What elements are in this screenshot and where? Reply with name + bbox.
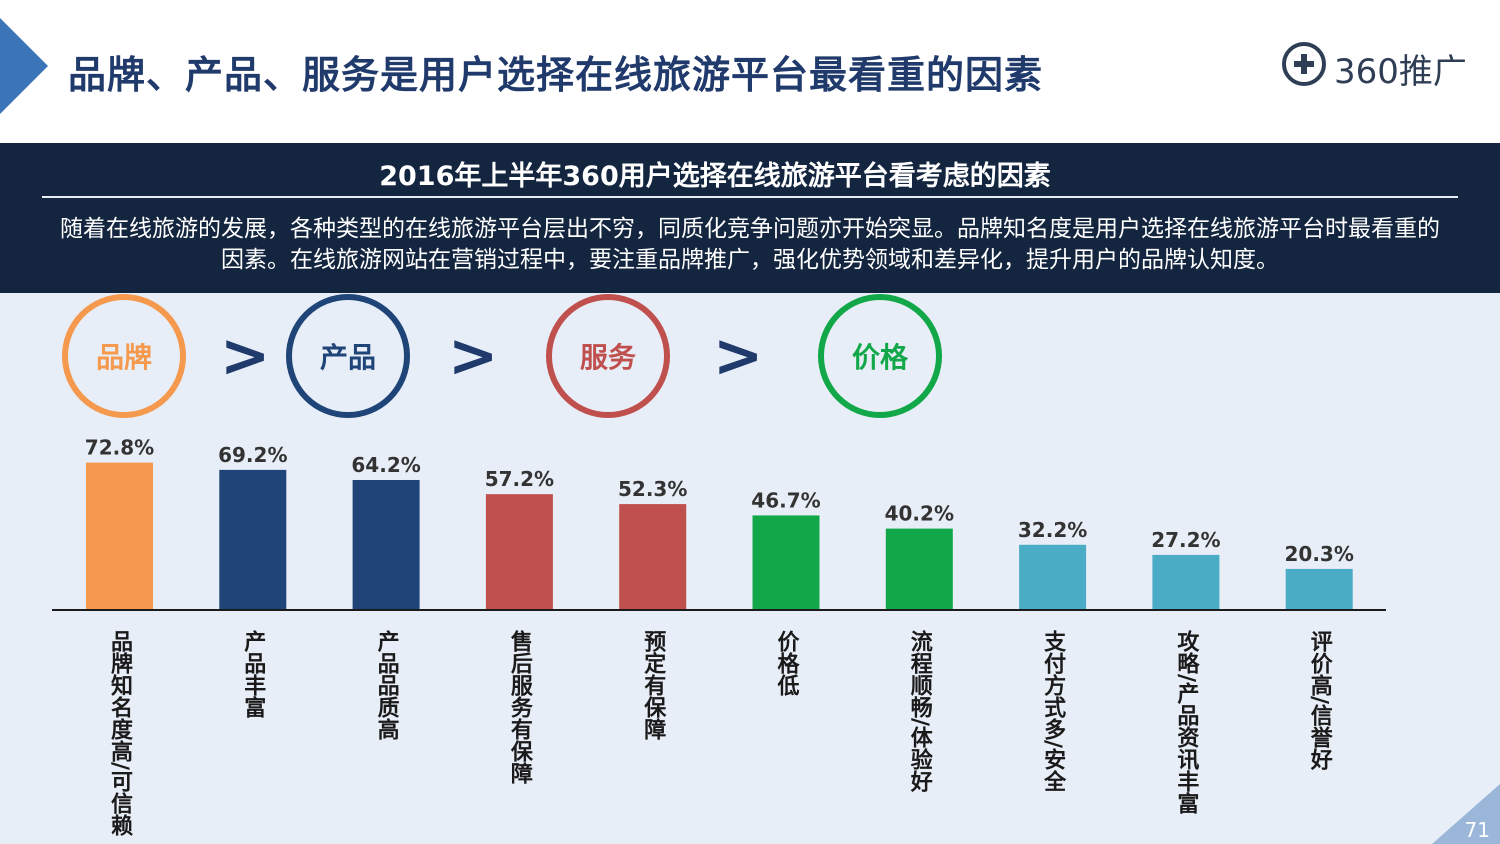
bar-chart: 72.8% 69.2% 64.2% 57.2% 52.3% 46.7% 40.2% 32.2%… (52, 436, 1386, 837)
description-text: 随着在线旅游的发展，各种类型的在线旅游平台层出不穷，同质化竞争问题亦开始突显。品… (60, 216, 1440, 273)
ranking-circle-brand: 品牌 (62, 294, 186, 418)
category-label: 预定有保障 (640, 630, 667, 740)
data-label: 64.2% (351, 453, 420, 477)
data-label: 27.2% (1151, 528, 1220, 552)
greater-than-icon: > (713, 321, 764, 391)
data-label: 20.3% (1285, 542, 1354, 566)
ranking-label: 服务 (579, 341, 636, 374)
bar (1152, 554, 1220, 610)
ranking-label: 产品 (319, 341, 376, 374)
data-label: 40.2% (885, 502, 954, 526)
bar (1019, 544, 1087, 610)
corner-triangle-decoration (0, 18, 48, 114)
ranking-circle-product: 产品 (286, 294, 410, 418)
category-label: 支付方式多/安全 (1040, 630, 1067, 792)
ranking-circle-service: 服务 (546, 294, 670, 418)
greater-than-icon: > (448, 321, 499, 391)
data-label: 72.8% (85, 436, 154, 460)
category-label: 产品丰富 (240, 630, 266, 719)
category-label: 攻略/产品资讯丰富 (1173, 629, 1199, 815)
data-label: 69.2% (218, 443, 287, 467)
category-label: 售后服务有保障 (507, 629, 534, 784)
page-corner-decoration (1432, 784, 1500, 844)
summary-band (0, 143, 1500, 293)
logo-text: 360推广 (1334, 52, 1467, 92)
category-label: 流程顺畅/体验好 (907, 629, 934, 793)
bar (619, 504, 687, 610)
data-label: 46.7% (751, 488, 820, 512)
data-label: 52.3% (618, 477, 687, 501)
category-label: 品牌知名度高/可信赖 (107, 630, 133, 837)
ranking-label: 品牌 (95, 341, 152, 374)
data-label: 32.2% (1018, 518, 1087, 542)
page-number: 71 (1464, 818, 1490, 842)
data-label: 57.2% (485, 467, 554, 491)
category-label: 评价高/信誉好 (1307, 630, 1334, 771)
category-label: 产品品质高 (374, 630, 400, 740)
plus-circle-icon (1282, 42, 1326, 86)
bar (352, 479, 420, 610)
greater-than-icon: > (220, 321, 271, 391)
bar (1285, 568, 1353, 610)
band-divider (42, 196, 1458, 198)
chart-subtitle: 2016年上半年360用户选择在线旅游平台看考虑的因素 (379, 161, 1051, 192)
bar (219, 469, 287, 610)
bar (485, 494, 553, 610)
brand-logo: 360推广 (1282, 40, 1482, 92)
bar (86, 462, 153, 610)
bar (885, 528, 953, 610)
bar (752, 515, 820, 610)
category-label: 价格低 (774, 630, 801, 697)
page-title: 品牌、产品、服务是用户选择在线旅游平台最看重的因素 (68, 53, 1044, 97)
ranking-circle-price: 价格 (818, 294, 942, 418)
ranking-label: 价格 (851, 341, 908, 374)
header: 品牌、产品、服务是用户选择在线旅游平台最看重的因素 360推广 (0, 0, 1500, 140)
